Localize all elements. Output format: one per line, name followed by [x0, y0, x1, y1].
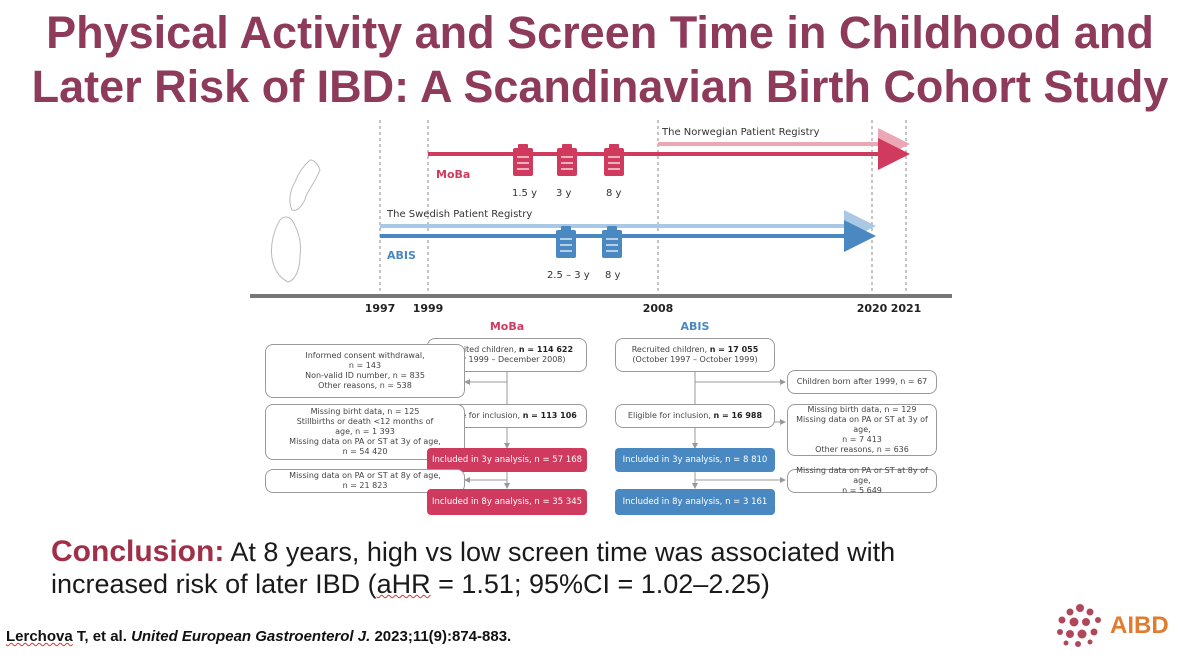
sweden-map-icon — [271, 216, 301, 283]
moba-included-3y-box: Included in 3y analysis, n = 57 168 — [427, 448, 587, 472]
moba-ages-label: 3 y — [556, 188, 572, 199]
clipboard-icon — [556, 226, 622, 258]
abis-included-8y-box: Included in 8y analysis, n = 3 161 — [615, 489, 775, 515]
moba-flowchart-header: MoBa — [490, 320, 524, 333]
year-tick-label: 2021 — [891, 302, 922, 315]
year-tick-label: 1999 — [413, 302, 444, 315]
clipboard-icon — [513, 144, 624, 176]
abis-eligible-box: Eligible for inclusion, n = 16 988 — [615, 404, 775, 428]
conclusion-text: Conclusion: At 8 years, high vs low scre… — [51, 535, 896, 600]
conclusion-lead: Conclusion: — [51, 535, 225, 568]
moba-included-8y-box: Included in 8y analysis, n = 35 345 — [427, 489, 587, 515]
abis-included-3y-box: Included in 3y analysis, n = 8 810 — [615, 448, 775, 472]
abis-ages-label: 2.5 – 3 y — [547, 270, 590, 281]
moba-ages-label: 1.5 y — [512, 188, 537, 199]
abis-recruited-box: Recruited children, n = 17 055 (October … — [615, 338, 775, 372]
title-line-2: Later Risk of IBD: A Scandinavian Birth … — [31, 61, 1169, 112]
slide-title: Physical Activity and Screen Time in Chi… — [0, 6, 1200, 114]
year-tick-label: 2008 — [643, 302, 674, 315]
timeline-svg: The Norwegian Patient Registry The Swedi… — [250, 120, 952, 489]
abis-exclusion-box: Missing birth data, n = 129 Missing data… — [787, 404, 937, 456]
norwegian-registry-label: The Norwegian Patient Registry — [661, 127, 820, 138]
aibd-logo-text: AIBD — [1110, 612, 1169, 639]
swedish-registry-label: The Swedish Patient Registry — [386, 209, 532, 220]
year-guides — [379, 120, 907, 296]
abis-exclusion-box: Children born after 1999, n = 67 — [787, 370, 937, 394]
year-tick-label: 1997 — [365, 302, 396, 315]
year-tick-label: 2020 — [857, 302, 888, 315]
norway-map-icon — [289, 159, 321, 211]
citation: Lerchova T, et al. United European Gastr… — [6, 628, 512, 645]
title-line-1: Physical Activity and Screen Time in Chi… — [46, 7, 1154, 58]
moba-ages-label: 8 y — [606, 188, 622, 199]
abis-ages-label: 8 y — [605, 270, 621, 281]
moba-exclusion-box: Informed consent withdrawal, n = 143 Non… — [265, 344, 465, 398]
abis-flowchart-header: ABIS — [681, 320, 710, 333]
abis-timeline-label: ABIS — [387, 249, 416, 262]
abis-exclusion-box: Missing data on PA or ST at 8y of age, n… — [787, 466, 937, 495]
moba-timeline-label: MoBa — [436, 168, 470, 181]
aibd-logo-icon — [1057, 604, 1101, 647]
moba-exclusion-box: Missing birht data, n = 125 Stillbirths … — [265, 404, 465, 460]
